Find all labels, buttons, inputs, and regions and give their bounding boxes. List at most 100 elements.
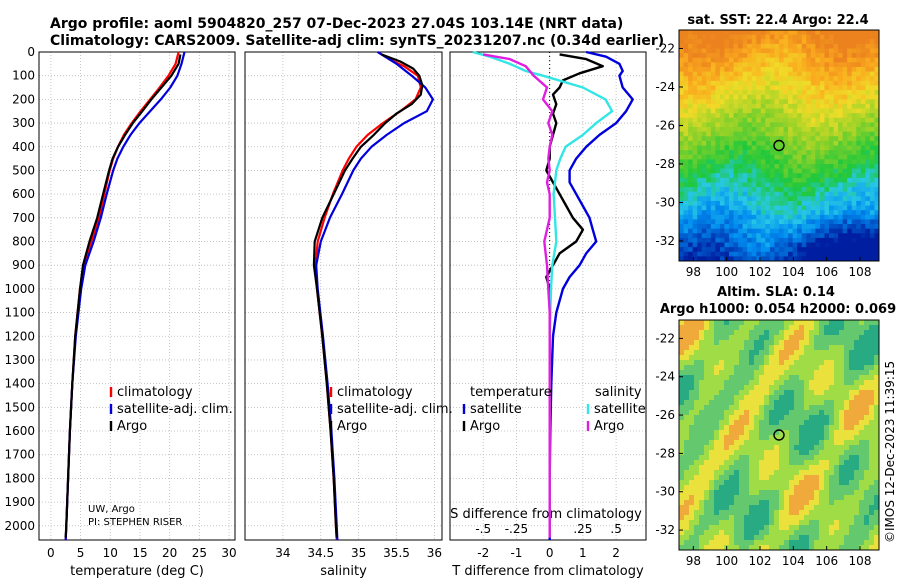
sst-cell: [806, 48, 812, 54]
sla-cell: [724, 320, 730, 326]
sst-cell: [783, 247, 789, 253]
sst-cell: [819, 43, 826, 50]
sst-cell: [847, 219, 853, 225]
sst-cell: [724, 113, 730, 119]
sla-cell: [774, 335, 780, 341]
sla-cell: [699, 505, 705, 511]
sla-cell: [839, 370, 845, 376]
sst-cell: [742, 205, 748, 211]
sst-cell: [779, 48, 785, 54]
sst-cell: [865, 53, 871, 59]
sla-cell: [819, 420, 825, 426]
sla-cell: [744, 505, 750, 511]
sst-cell: [819, 127, 826, 133]
sst-cell: [797, 34, 803, 40]
sla-cell: [824, 385, 830, 391]
sla-cell: [874, 480, 879, 486]
sla-cell: [704, 330, 710, 336]
sla-cell: [794, 390, 800, 396]
sst-cell: [874, 131, 879, 137]
sst-cell: [774, 90, 780, 96]
sst-cell: [783, 233, 789, 239]
sst-cell: [860, 168, 866, 174]
sst-cell: [756, 214, 762, 221]
sst-cell: [801, 127, 807, 133]
sst-cell: [724, 200, 730, 207]
sla-cell: [804, 535, 810, 541]
sla-cell: [714, 485, 720, 491]
sst-cell: [833, 99, 839, 105]
sst-cell: [869, 80, 876, 87]
sst-cell: [701, 224, 707, 230]
sst-cell: [806, 131, 812, 137]
sla-cell: [714, 365, 720, 371]
sla-cell: [679, 335, 685, 341]
sla-cell: [834, 385, 840, 391]
y-tick-label: 300: [12, 116, 35, 130]
sla-cell: [679, 540, 685, 546]
sst-cell: [751, 113, 757, 119]
sst-cell: [742, 34, 748, 40]
sst-cell: [851, 168, 857, 174]
sla-cell: [704, 415, 710, 421]
sst-cell: [701, 237, 707, 244]
sst-cell: [842, 131, 848, 137]
sst-cell: [769, 71, 776, 77]
sla-cell: [844, 490, 850, 496]
sst-cell: [824, 182, 830, 188]
sst-cell: [719, 210, 726, 216]
sst-cell: [706, 85, 712, 91]
sla-cell: [694, 480, 700, 486]
sst-cell: [788, 57, 794, 63]
sst-cell: [769, 210, 776, 216]
sst-cell: [824, 214, 830, 221]
sst-cell: [747, 233, 753, 239]
sst-cell: [847, 191, 853, 197]
sst-cell: [733, 247, 739, 253]
sla-cell: [799, 445, 805, 451]
sst-cell: [719, 30, 726, 36]
sla-cell: [714, 390, 720, 396]
sst-cell: [856, 150, 862, 156]
sla-cell: [774, 520, 780, 526]
sla-cell: [854, 430, 860, 436]
sst-cell: [842, 122, 848, 128]
sst-cell: [697, 251, 703, 257]
sla-cell: [714, 445, 720, 451]
sst-cell: [729, 99, 735, 105]
sla-cell: [829, 460, 835, 466]
sst-cell: [706, 43, 712, 50]
sla-cell: [854, 335, 860, 341]
sst-cell: [733, 57, 739, 63]
sst-cell: [860, 113, 866, 119]
sla-cell: [844, 530, 850, 536]
sst-cell: [729, 224, 735, 230]
sst-cell: [769, 159, 776, 165]
sst-cell: [774, 30, 780, 36]
sla-cell: [794, 365, 800, 371]
sst-cell: [738, 145, 744, 151]
sst-cell: [692, 205, 698, 211]
sla-cell: [769, 365, 775, 371]
map-x-tick-label: 106: [815, 554, 838, 568]
sst-cell: [715, 140, 721, 147]
sst-cell: [838, 85, 844, 91]
sst-cell: [792, 242, 798, 248]
sst-cell: [729, 113, 735, 119]
sla-cell: [824, 410, 830, 416]
sla-cell: [744, 415, 750, 421]
sla-cell: [834, 545, 840, 550]
sst-cell: [774, 256, 780, 261]
sla-cell: [804, 380, 810, 386]
sst-cell: [801, 210, 807, 216]
sla-cell: [759, 525, 765, 531]
sst-cell: [856, 242, 862, 248]
sla-cell: [719, 495, 725, 501]
sst-cell: [765, 108, 771, 114]
sla-cell: [779, 450, 785, 456]
sla-cell: [809, 445, 815, 451]
sla-cell: [834, 335, 840, 341]
sst-cell: [851, 256, 857, 261]
sst-cell: [869, 122, 876, 128]
sst-cell: [692, 99, 698, 105]
